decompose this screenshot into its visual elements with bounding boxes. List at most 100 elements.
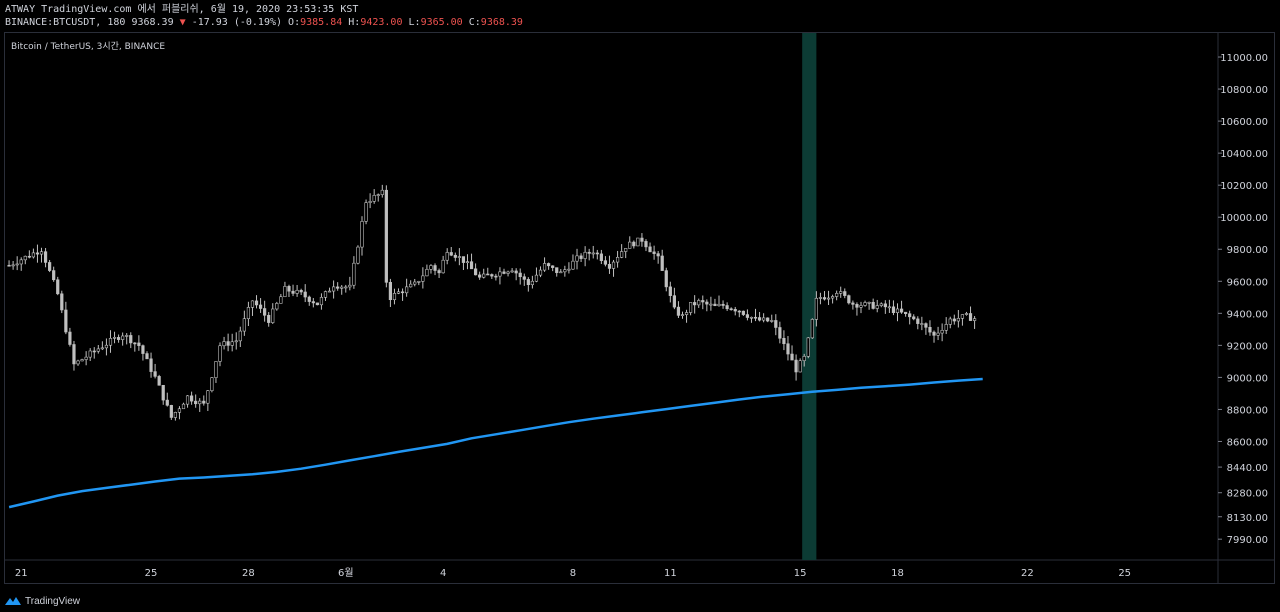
candle-body [883, 303, 887, 308]
candle-body [932, 331, 936, 336]
candle-body [230, 341, 234, 346]
candle-body [465, 261, 470, 263]
candle-body [344, 286, 348, 289]
candle-body [267, 314, 271, 323]
candle-body [624, 248, 628, 252]
candle-body [250, 300, 255, 308]
candle-body [956, 318, 960, 322]
candle-body [676, 306, 681, 316]
down-arrow-icon: ▼ [179, 17, 186, 28]
candle-body [80, 359, 84, 362]
candle-body [153, 371, 157, 377]
candle-body [246, 307, 251, 319]
time-axis[interactable]: 21 25 28 6월 4 8 11 15 18 22 25 [15, 567, 1131, 579]
candle-body [27, 255, 31, 258]
candle-body [380, 189, 384, 195]
candle-body [729, 308, 733, 311]
candle-body [656, 253, 660, 257]
candle-body [680, 314, 685, 316]
chart-legend: Bitcoin / TetherUS, 3시간, BINANCE [11, 41, 165, 52]
candle-body [433, 265, 437, 271]
candle-body [421, 275, 425, 282]
candle-body [360, 221, 364, 248]
candle-body [372, 195, 376, 202]
candle-body [745, 314, 750, 318]
candle-body [409, 283, 413, 288]
candle-body [68, 331, 72, 345]
candle-body [611, 261, 616, 269]
candle-body [843, 291, 847, 296]
x-tick-label: 4 [440, 568, 446, 579]
candle-body [847, 295, 851, 304]
candle-body [563, 269, 567, 273]
candle-body [469, 261, 474, 270]
candle-body [733, 309, 737, 312]
candle-body [794, 359, 798, 373]
candle-body [940, 330, 944, 334]
candle-body [453, 254, 457, 258]
y-tick-label: 7990.00 [1227, 535, 1268, 546]
candle-body [952, 318, 956, 322]
y-tick-label: 8440.00 [1227, 463, 1268, 474]
candle-body [790, 353, 794, 361]
candle-body [936, 332, 940, 336]
candle-body [668, 286, 672, 296]
high-label: H: [348, 17, 361, 28]
candle-body [149, 358, 153, 372]
y-tick-label: 9600.00 [1227, 277, 1268, 288]
candle-body [425, 269, 429, 277]
candle-body [490, 274, 494, 277]
candle-body [640, 237, 644, 242]
brand-label: TradingView [25, 596, 81, 607]
candle-body [388, 282, 393, 301]
candle-body [222, 341, 226, 347]
candle-body [72, 344, 76, 365]
chart-frame[interactable] [4, 32, 1275, 584]
candle-body [185, 395, 190, 405]
y-tick-label: 9000.00 [1227, 373, 1268, 384]
ohlc-bar: BINANCE:BTCUSDT, 180 9368.39 ▼ -17.93 (-… [5, 17, 523, 29]
candle-body [145, 353, 149, 360]
candle-body [445, 252, 449, 261]
candle-body [968, 313, 973, 321]
candle-body [660, 255, 664, 271]
candle-body [709, 303, 713, 306]
y-tick-label: 10800.00 [1220, 85, 1268, 96]
candle-body [924, 323, 928, 328]
candle-body [352, 262, 356, 286]
candle-body [851, 302, 855, 305]
candle-body [867, 301, 871, 304]
candle-body [547, 263, 551, 267]
candle-body [863, 302, 867, 306]
candle-body [39, 251, 44, 255]
candle-body [319, 297, 324, 306]
footer-brand: TradingView [5, 596, 80, 607]
high-value: 9423.00 [360, 17, 403, 28]
candle-body [417, 281, 421, 283]
candle-body [693, 302, 697, 306]
candle-body [506, 271, 510, 274]
candle-body [121, 335, 125, 340]
candle-body [108, 338, 113, 346]
x-tick-label: 25 [1118, 568, 1131, 579]
candle-body [161, 384, 165, 401]
candle-body [181, 403, 186, 410]
candle-body [895, 308, 900, 313]
candle-body [555, 267, 559, 273]
candle-body [214, 361, 218, 378]
candle-body [384, 189, 388, 283]
y-tick-label: 8600.00 [1227, 437, 1268, 448]
candle-body [826, 297, 831, 300]
candle-body [494, 275, 498, 278]
candle-body [88, 350, 92, 358]
candle-body [307, 296, 311, 302]
change-value: -17.93 (-0.19%) [191, 17, 283, 28]
candle-body [822, 297, 827, 300]
candle-body [473, 268, 478, 276]
x-tick-label: 18 [891, 568, 904, 579]
candle-body [567, 268, 571, 271]
price-axis[interactable]: 11000.00 10800.00 10600.00 10400.00 10200.00… [1218, 53, 1268, 546]
candle-body [157, 376, 161, 386]
candle-body [652, 251, 656, 254]
